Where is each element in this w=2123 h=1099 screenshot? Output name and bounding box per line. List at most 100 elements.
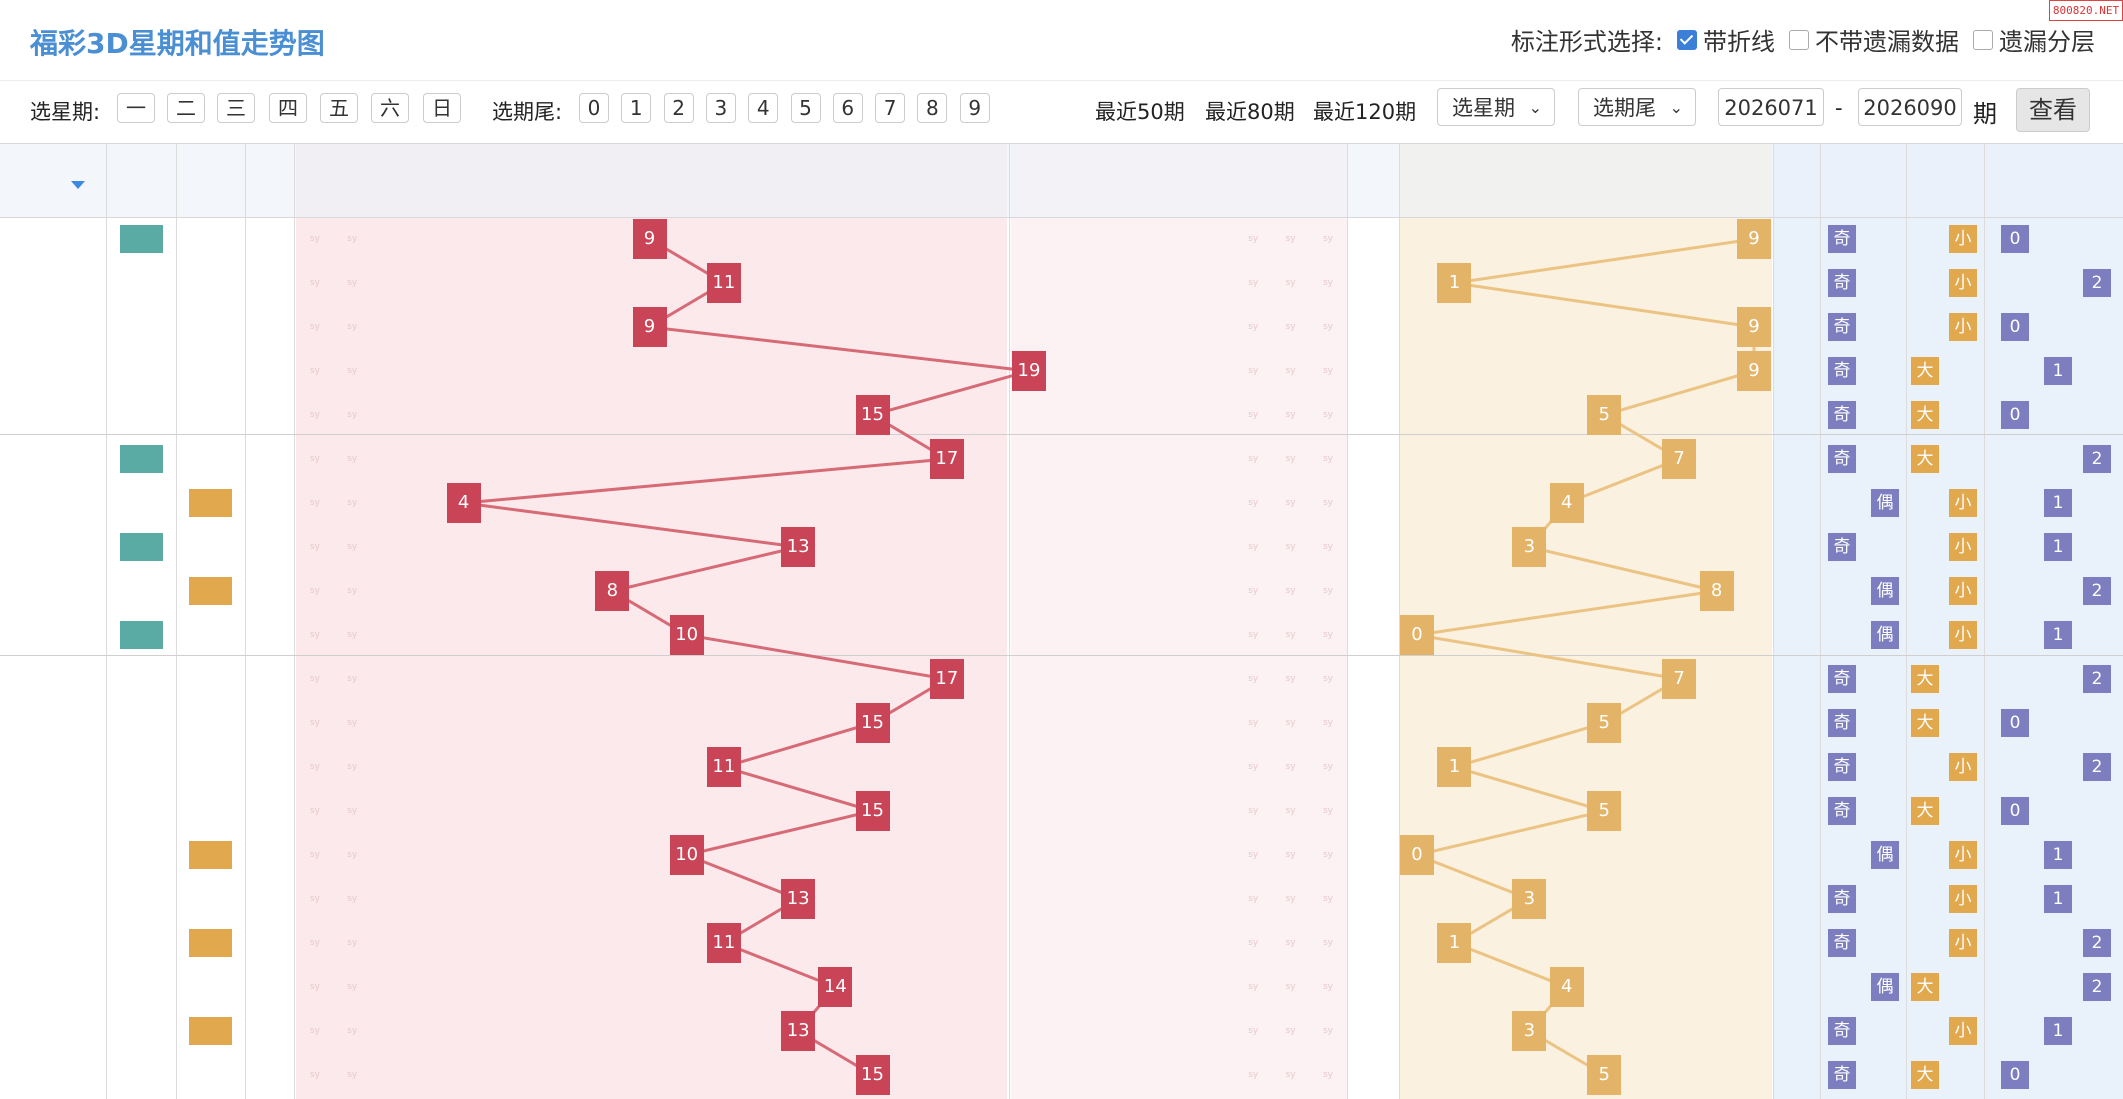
weekday-button-5[interactable]: 五 xyxy=(320,93,358,123)
sum-omission-faint: sy xyxy=(1322,982,1333,992)
recent-120-link[interactable]: 最近120期 xyxy=(1313,100,1417,124)
weekday-button-7[interactable]: 日 xyxy=(423,93,461,123)
sum-omission xyxy=(1013,270,1045,296)
tail-button-4[interactable]: 4 xyxy=(748,93,779,123)
sum-omission xyxy=(634,886,666,912)
tail-omission xyxy=(1513,666,1545,692)
route-2-badge: 2 xyxy=(2083,753,2111,781)
tail-omission xyxy=(1663,270,1695,296)
sum-omission xyxy=(1200,754,1232,780)
sum-omission xyxy=(671,446,703,472)
sum-omission xyxy=(1013,666,1045,692)
sum-omission xyxy=(448,578,480,604)
sum-omission xyxy=(857,666,889,692)
tail-button-3[interactable]: 3 xyxy=(705,93,736,123)
weekday-button-2[interactable]: 二 xyxy=(167,93,205,123)
trial-number xyxy=(106,710,176,736)
checkbox-polyline-label[interactable]: 带折线 xyxy=(1703,28,1775,56)
sum-omission xyxy=(1200,358,1232,384)
tail-button-9[interactable]: 9 xyxy=(959,93,990,123)
sum-omission xyxy=(1125,358,1157,384)
award-number xyxy=(176,622,245,648)
award-number xyxy=(176,842,245,868)
sum-value xyxy=(245,930,294,956)
tail-button-6[interactable]: 6 xyxy=(832,93,863,123)
tail-value xyxy=(1347,1018,1399,1044)
sum-omission-faint: sy xyxy=(1285,410,1296,420)
sum-marker: 4 xyxy=(446,483,481,523)
tail-omission xyxy=(1588,666,1620,692)
checkbox-omission-layer[interactable] xyxy=(1973,29,1993,50)
sum-omission xyxy=(1125,710,1157,736)
weekday-button-1[interactable]: 一 xyxy=(117,93,155,123)
sum-omission xyxy=(1013,974,1045,1000)
sum-omission xyxy=(745,930,777,956)
checkbox-omission-layer-label[interactable]: 遗漏分层 xyxy=(1999,28,2095,56)
issue-number xyxy=(6,1018,102,1044)
sum-omission xyxy=(931,1062,963,1088)
sum-omission-faint: sy xyxy=(347,586,358,596)
route-0-badge: 0 xyxy=(2001,1061,2029,1089)
checkbox-no-omission[interactable] xyxy=(1789,29,1809,50)
tail-omission xyxy=(1701,490,1733,516)
sum-omission-faint: sy xyxy=(1322,542,1333,552)
tail-omission xyxy=(1551,226,1583,252)
sum-omission xyxy=(485,930,517,956)
route-omission xyxy=(2083,358,2111,384)
sum-omission xyxy=(894,1018,926,1044)
tail-omission xyxy=(1701,358,1733,384)
tail-omission xyxy=(1513,842,1545,868)
to-issue-input[interactable]: 2026090 xyxy=(1858,88,1962,126)
sum-omission xyxy=(782,578,814,604)
sum-omission-faint: sy xyxy=(309,1026,320,1036)
from-issue-input[interactable]: 2026071 xyxy=(1718,88,1824,126)
query-button[interactable]: 查看 xyxy=(2016,88,2090,132)
bigsmall-omission xyxy=(1911,226,1939,252)
trial-number xyxy=(106,754,176,780)
route-1-badge: 1 xyxy=(2044,533,2072,561)
tail-button-1[interactable]: 1 xyxy=(621,93,652,123)
tail-button-0[interactable]: 0 xyxy=(579,93,609,123)
sum-omission-faint: sy xyxy=(347,630,358,640)
tail-omission xyxy=(1401,402,1433,428)
tail-omission xyxy=(1626,710,1658,736)
weekday-button-4[interactable]: 四 xyxy=(269,93,307,123)
sum-omission xyxy=(745,226,777,252)
sum-omission xyxy=(745,886,777,912)
tail-button-5[interactable]: 5 xyxy=(790,93,821,123)
tail-omission xyxy=(1701,270,1733,296)
tail-button-7[interactable]: 7 xyxy=(875,93,906,123)
checkbox-polyline[interactable] xyxy=(1677,29,1697,50)
tail-omission xyxy=(1476,402,1508,428)
tail-omission xyxy=(1401,666,1433,692)
sum-value xyxy=(245,446,294,472)
trial-number xyxy=(106,886,176,912)
column-divider xyxy=(1984,143,1985,1099)
tail-omission xyxy=(1701,314,1733,340)
weekday-button-3[interactable]: 三 xyxy=(217,93,255,123)
tail-select[interactable]: 选期尾 ⌄ xyxy=(1578,88,1696,126)
route-omission xyxy=(2083,226,2111,252)
recent-80-link[interactable]: 最近80期 xyxy=(1205,100,1295,124)
sum-omission xyxy=(931,930,963,956)
tail-omission xyxy=(1401,974,1433,1000)
bigsmall-omission xyxy=(1911,754,1939,780)
sum-omission xyxy=(671,754,703,780)
tail-marker: 9 xyxy=(1737,351,1771,391)
route-omission xyxy=(2044,754,2072,780)
bigsmall-omission xyxy=(1911,578,1939,604)
amplitude-value xyxy=(1773,314,1820,340)
tail-omission xyxy=(1476,490,1508,516)
recent-50-link[interactable]: 最近50期 xyxy=(1095,100,1185,124)
sum-omission xyxy=(1125,1062,1157,1088)
sum-omission xyxy=(745,974,777,1000)
weekday-button-6[interactable]: 六 xyxy=(371,93,409,123)
weekday-select[interactable]: 选星期 ⌄ xyxy=(1437,88,1555,126)
issue-number xyxy=(6,754,102,780)
tail-button-8[interactable]: 8 xyxy=(917,93,948,123)
tail-omission xyxy=(1476,798,1508,824)
sum-marker: 11 xyxy=(706,747,741,787)
checkbox-no-omission-label[interactable]: 不带遗漏数据 xyxy=(1815,28,1959,56)
sum-omission xyxy=(1050,534,1082,560)
tail-button-2[interactable]: 2 xyxy=(663,93,694,123)
